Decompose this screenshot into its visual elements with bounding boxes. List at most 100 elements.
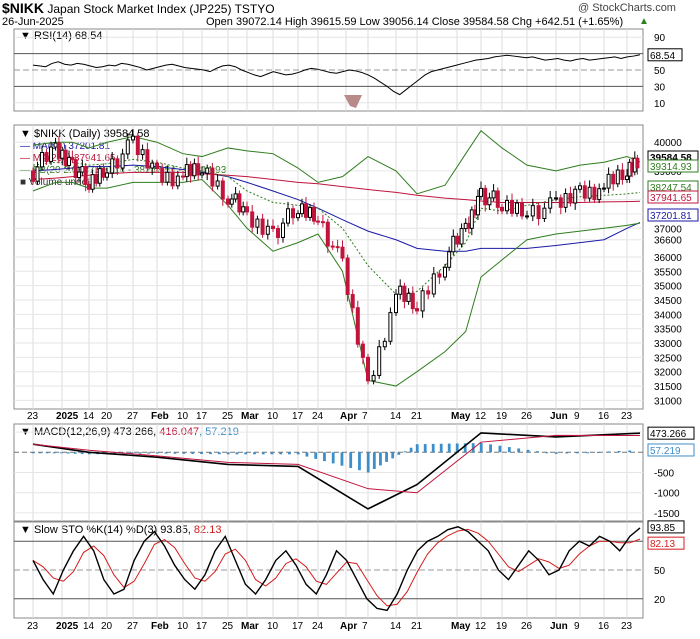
candle-body bbox=[150, 162, 155, 169]
x-axis-labels: 23 23 2025 2025 14 14 20 20 27 27 Feb Feb 10 10 17 17 25… bbox=[27, 411, 633, 632]
candle-body bbox=[94, 174, 99, 184]
candle-body bbox=[255, 218, 260, 228]
macd-hist-bar bbox=[323, 452, 326, 462]
macd-hist-bar bbox=[217, 452, 221, 455]
candle-body bbox=[530, 205, 535, 217]
candle-body bbox=[44, 152, 49, 162]
sto-d-text: 82.13 bbox=[193, 524, 222, 536]
rsi-tick-label: 10 bbox=[654, 99, 666, 110]
candle-body bbox=[237, 193, 242, 213]
candle-body bbox=[165, 171, 170, 183]
macd-tick-label: -500 bbox=[654, 469, 674, 480]
candle-body bbox=[455, 235, 460, 245]
x-axis-label-bottom: Feb bbox=[151, 621, 169, 632]
candle-body bbox=[77, 171, 82, 178]
macd-hist-bar bbox=[38, 452, 42, 454]
x-axis-label-top: 17 bbox=[196, 411, 208, 422]
x-axis-label-bottom: 26 bbox=[521, 621, 533, 632]
legend-ma200-swatch: — bbox=[20, 153, 33, 164]
candle-body bbox=[447, 251, 452, 268]
macd-tick-label: -1500 bbox=[654, 509, 680, 520]
macd-hist-bar bbox=[305, 452, 309, 457]
index-name: Japan Stock Market Index (JP225) bbox=[47, 2, 232, 16]
candle-body bbox=[286, 208, 290, 224]
candle-body bbox=[63, 149, 68, 166]
price-badge-box bbox=[647, 159, 699, 173]
candle-body bbox=[73, 159, 78, 178]
rsi-label: ▼ RSI(14) 68.54 bbox=[20, 30, 102, 42]
price-tick-label: 36600 bbox=[654, 236, 682, 247]
candle-body bbox=[563, 193, 568, 208]
legend-ma50-swatch: — bbox=[20, 141, 33, 152]
candle-body bbox=[101, 168, 106, 178]
candle-body bbox=[340, 246, 345, 259]
macd-hist-bar bbox=[463, 443, 467, 453]
price-badge-label: 37201.81 bbox=[650, 211, 692, 222]
candle-body bbox=[200, 172, 204, 176]
candle-body bbox=[276, 228, 280, 238]
price-tick-label: 35500 bbox=[654, 267, 682, 278]
candle-body bbox=[525, 215, 529, 218]
x-axis-label-top: 26 bbox=[521, 411, 533, 422]
macd-hist-bar bbox=[45, 452, 49, 454]
candle-body bbox=[140, 149, 145, 156]
candle-body bbox=[515, 202, 519, 214]
macd-hist-bar bbox=[439, 443, 443, 453]
macd-hist-bar bbox=[358, 452, 361, 471]
macd-hist-bar bbox=[226, 452, 230, 455]
candle-body bbox=[335, 246, 340, 249]
candle-body bbox=[602, 187, 606, 190]
candle-body bbox=[70, 156, 75, 161]
candle-body bbox=[443, 266, 447, 278]
rsi-tick-label: 90 bbox=[654, 33, 666, 44]
price-badge-label: 39584.58 bbox=[650, 153, 692, 164]
candle-body bbox=[520, 202, 524, 217]
macd-hist-bar bbox=[52, 452, 56, 454]
candle-body bbox=[625, 175, 629, 181]
x-axis-label-top: Apr bbox=[340, 411, 357, 422]
x-axis-label-top: 17 bbox=[292, 411, 304, 422]
macd-hist-bar bbox=[331, 452, 335, 464]
candle-body bbox=[431, 273, 436, 295]
macd-hist-bar bbox=[235, 452, 239, 455]
x-axis-label-bottom: 10 bbox=[177, 621, 189, 632]
candle-body bbox=[296, 213, 300, 219]
price-legend-title: ▼ $NIKK (Daily) 39584.58 bbox=[20, 128, 150, 140]
macd-hist-bar bbox=[80, 452, 84, 455]
symbol: $NIKK bbox=[2, 0, 45, 16]
macd-hist-bar bbox=[507, 447, 511, 453]
macd-hist-bar bbox=[366, 452, 370, 473]
x-axis-label-top: Mar bbox=[241, 411, 259, 422]
x-axis-label-top: 21 bbox=[411, 411, 423, 422]
x-axis-label-top: 7 bbox=[362, 411, 368, 422]
x-axis-label-top: 20 bbox=[101, 411, 113, 422]
candle-body bbox=[188, 164, 193, 177]
candle-body bbox=[196, 163, 201, 176]
x-axis-label-bottom: 17 bbox=[196, 621, 208, 632]
candle-body bbox=[49, 146, 54, 162]
x-axis-label-bottom: 14 bbox=[83, 621, 95, 632]
exchange: TSTYO bbox=[234, 2, 275, 16]
macd-hist-bar bbox=[628, 450, 632, 453]
candle-body bbox=[304, 203, 308, 218]
macd-hist-bar bbox=[261, 452, 265, 455]
price-tick-label: 33500 bbox=[654, 325, 682, 336]
rsi-badge-box bbox=[647, 48, 683, 62]
sto-label-text: Slow STO %K(14) %D(3) 93.85, bbox=[33, 524, 194, 536]
candle-body bbox=[90, 174, 95, 190]
macd-hist-bar bbox=[372, 452, 376, 469]
candle-body bbox=[210, 167, 215, 187]
x-axis-label-bottom: 10 bbox=[267, 621, 279, 632]
candle-body bbox=[215, 180, 220, 187]
candle-body bbox=[371, 374, 376, 382]
legend-ma50: — MA(50) 37201.81 bbox=[20, 141, 110, 152]
price-tick-label: 34500 bbox=[654, 296, 682, 307]
sto-label: ▼ Slow STO %K(14) %D(3) 93.85, 82.13 bbox=[20, 524, 221, 536]
candle-body bbox=[495, 190, 500, 208]
price-tick-label: 40000 bbox=[654, 138, 682, 149]
candle-body bbox=[437, 273, 442, 278]
x-axis-label-top: 16 bbox=[598, 411, 610, 422]
x-axis-label-bottom: May bbox=[451, 621, 471, 632]
macd-hist-bar bbox=[617, 450, 621, 453]
x-axis-label-bottom: Mar bbox=[241, 621, 259, 632]
